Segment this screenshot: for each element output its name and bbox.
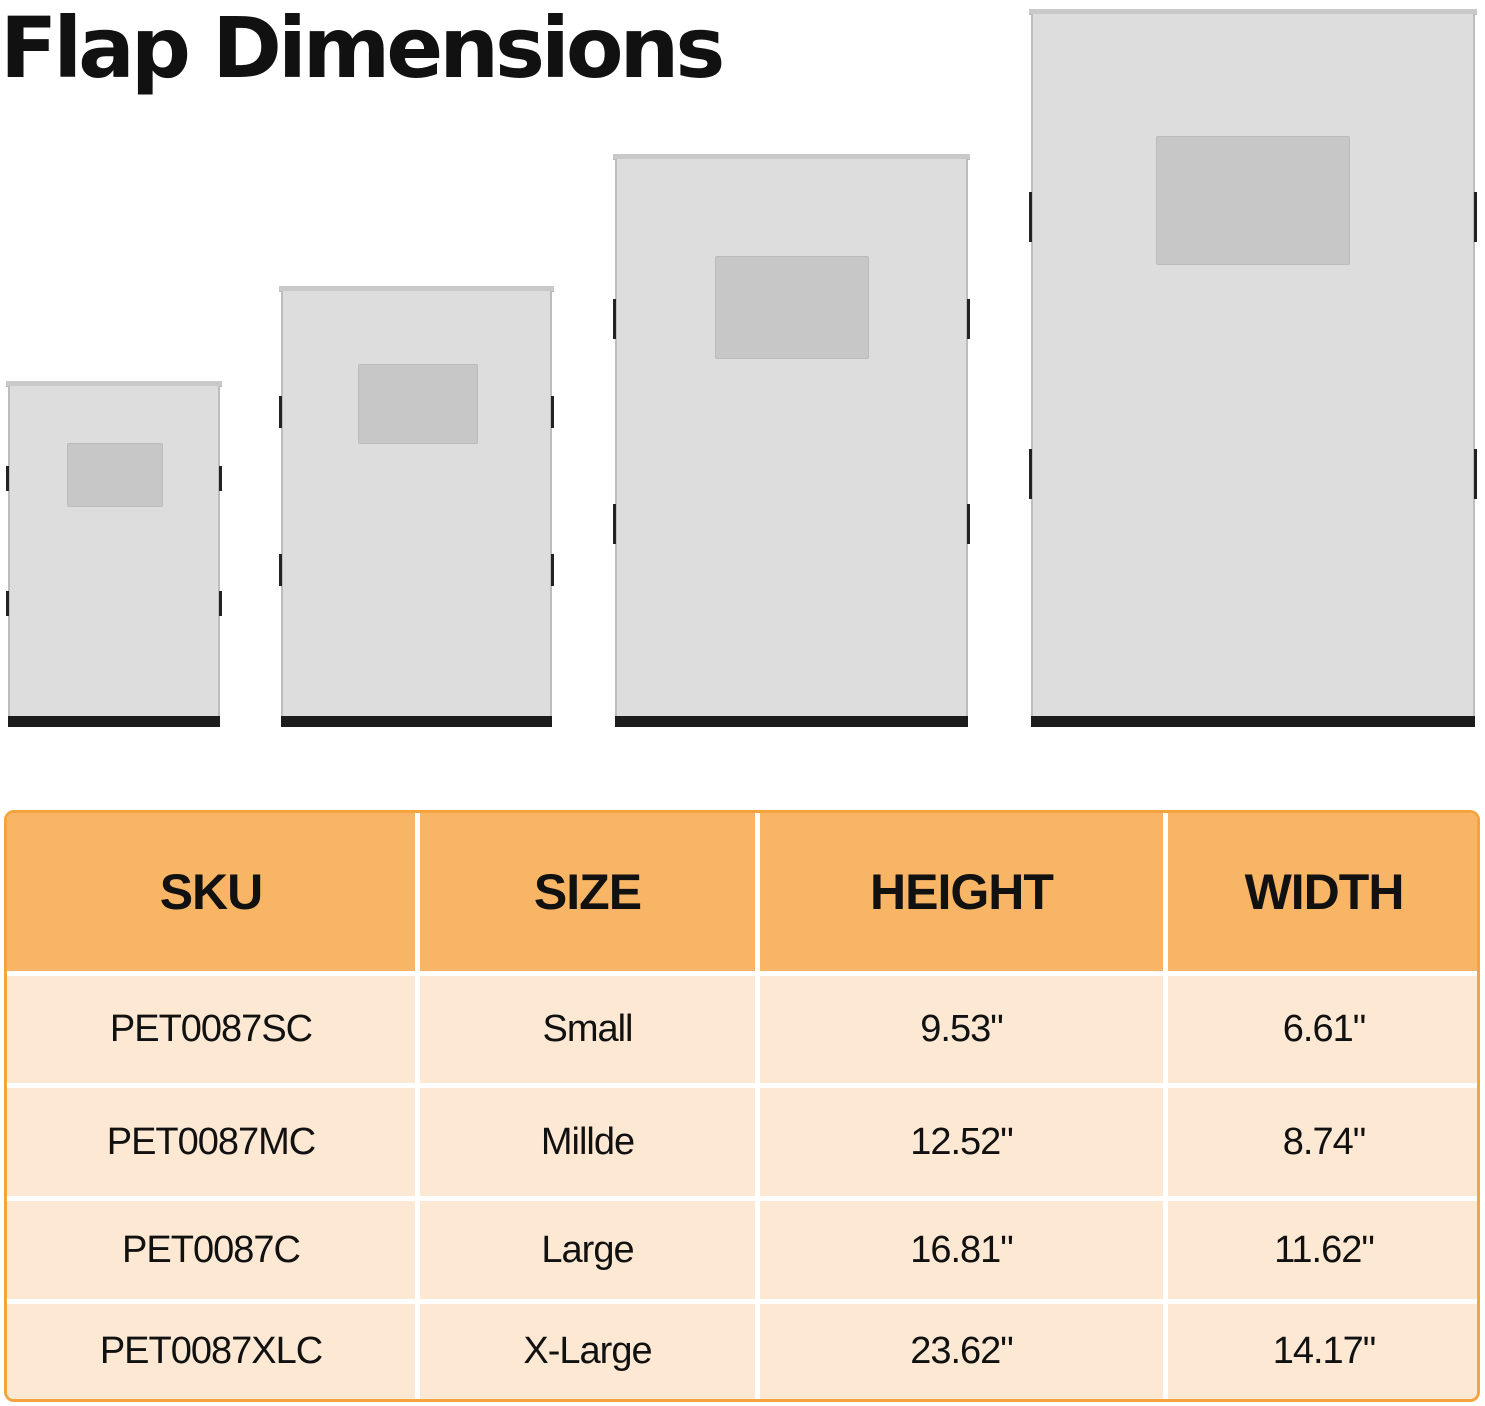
flap-side-clip [551, 554, 554, 586]
flap-large-illustration [613, 154, 970, 727]
table-cell-sku: PET0087MC [7, 1088, 415, 1196]
flap-side-clip [1029, 192, 1032, 242]
flap-base [615, 716, 968, 727]
flap-middle-illustration [279, 286, 554, 727]
flap-base [281, 716, 552, 727]
page-title: Flap Dimensions [0, 0, 725, 97]
table-header-width: WIDTH [1168, 813, 1477, 971]
flap-side-clip [1029, 449, 1032, 499]
flap-panel [8, 386, 220, 716]
table-header-sku: SKU [7, 813, 415, 971]
flap-window [1156, 136, 1350, 265]
flap-side-clip [6, 591, 9, 616]
table-cell-height: 16.81" [760, 1201, 1163, 1299]
table-cell-sku: PET0087XLC [7, 1304, 415, 1399]
flap-side-clip [613, 299, 616, 339]
table-header-size: SIZE [420, 813, 755, 971]
table-cell-height: 12.52" [760, 1088, 1163, 1196]
flap-panel [281, 291, 552, 716]
flap-side-clip [219, 591, 222, 616]
flap-base [8, 716, 220, 727]
table-cell-width: 11.62" [1168, 1201, 1477, 1299]
table-header-height: HEIGHT [760, 813, 1163, 971]
table-cell-size: Small [420, 976, 755, 1083]
flap-side-clip [613, 504, 616, 544]
flap-side-clip [967, 504, 970, 544]
flap-side-clip [1474, 449, 1477, 499]
flap-base [1031, 716, 1475, 727]
table-cell-width: 6.61" [1168, 976, 1477, 1083]
flap-side-clip [279, 396, 282, 428]
flap-window [358, 364, 478, 444]
table-cell-size: Millde [420, 1088, 755, 1196]
flap-small-illustration [6, 381, 222, 727]
table-cell-height: 9.53" [760, 976, 1163, 1083]
table-cell-size: X-Large [420, 1304, 755, 1399]
table-cell-width: 8.74" [1168, 1088, 1477, 1196]
flap-side-clip [551, 396, 554, 428]
flap-side-clip [967, 299, 970, 339]
flap-xlarge-illustration [1029, 9, 1477, 727]
flap-window [67, 443, 163, 507]
flap-window [715, 256, 869, 359]
flap-panel [615, 159, 968, 716]
table-cell-sku: PET0087SC [7, 976, 415, 1083]
table-cell-sku: PET0087C [7, 1201, 415, 1299]
dimensions-table: SKU SIZE HEIGHT WIDTH PET0087SC Small 9.… [4, 810, 1480, 1402]
table-cell-width: 14.17" [1168, 1304, 1477, 1399]
flap-side-clip [6, 466, 9, 491]
table-cell-height: 23.62" [760, 1304, 1163, 1399]
flap-side-clip [219, 466, 222, 491]
flap-panel [1031, 14, 1475, 716]
flap-side-clip [1474, 192, 1477, 242]
table-cell-size: Large [420, 1201, 755, 1299]
flap-side-clip [279, 554, 282, 586]
